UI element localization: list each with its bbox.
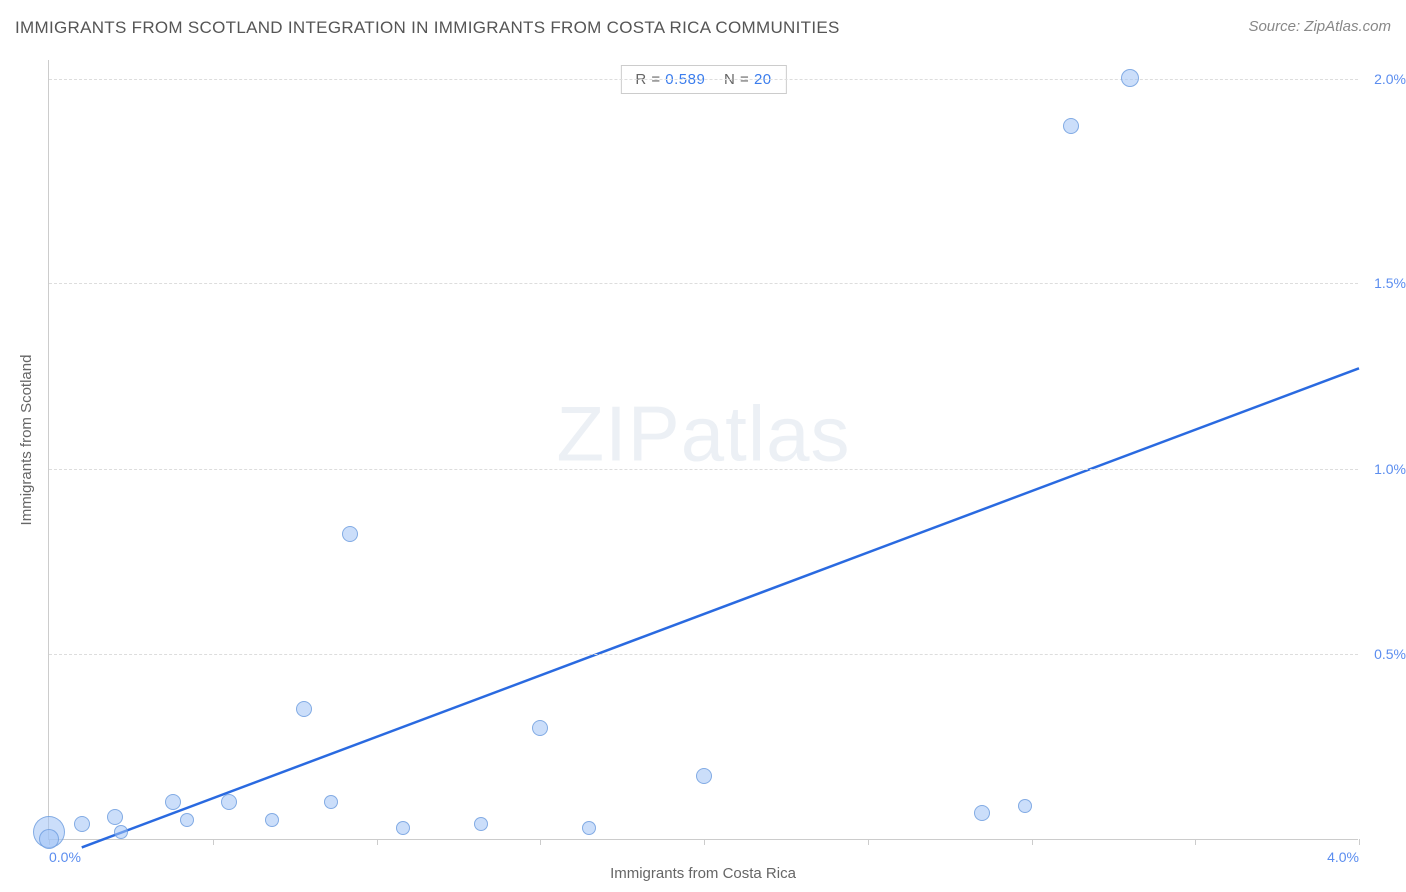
y-tick-label: 1.0% <box>1362 461 1406 477</box>
x-tick <box>1359 839 1360 845</box>
data-point <box>1018 799 1032 813</box>
x-tick <box>1195 839 1196 845</box>
y-axis-label: Immigrants from Scotland <box>18 355 35 526</box>
x-tick <box>704 839 705 845</box>
data-point <box>107 809 123 825</box>
trend-line <box>82 368 1359 847</box>
source-attribution: Source: ZipAtlas.com <box>1248 18 1391 35</box>
data-point <box>342 526 358 542</box>
y-tick-label: 1.5% <box>1362 275 1406 291</box>
x-tick <box>540 839 541 845</box>
x-axis-label: Immigrants from Costa Rica <box>610 865 796 882</box>
data-point <box>1063 118 1079 134</box>
data-point <box>296 701 312 717</box>
x-tick-label: 0.0% <box>49 849 81 865</box>
data-point <box>39 829 59 849</box>
data-point <box>582 821 596 835</box>
data-point <box>180 813 194 827</box>
x-tick <box>1032 839 1033 845</box>
data-point <box>532 720 548 736</box>
gridline <box>49 79 1358 80</box>
trend-line-svg <box>49 60 1358 839</box>
data-point <box>74 816 90 832</box>
data-point <box>474 817 488 831</box>
x-tick <box>213 839 214 845</box>
data-point <box>221 794 237 810</box>
x-tick <box>868 839 869 845</box>
data-point <box>114 825 128 839</box>
data-point <box>974 805 990 821</box>
y-tick-label: 2.0% <box>1362 71 1406 87</box>
data-point <box>696 768 712 784</box>
gridline <box>49 654 1358 655</box>
scatter-plot: ZIPatlas R = 0.589 N = 20 0.5%1.0%1.5%2.… <box>48 60 1358 840</box>
x-tick <box>377 839 378 845</box>
data-point <box>265 813 279 827</box>
data-point <box>165 794 181 810</box>
chart-title: IMMIGRANTS FROM SCOTLAND INTEGRATION IN … <box>15 18 840 38</box>
data-point <box>396 821 410 835</box>
gridline <box>49 283 1358 284</box>
x-tick-label: 4.0% <box>1327 849 1359 865</box>
gridline <box>49 469 1358 470</box>
y-tick-label: 0.5% <box>1362 646 1406 662</box>
data-point <box>1121 69 1139 87</box>
data-point <box>324 795 338 809</box>
